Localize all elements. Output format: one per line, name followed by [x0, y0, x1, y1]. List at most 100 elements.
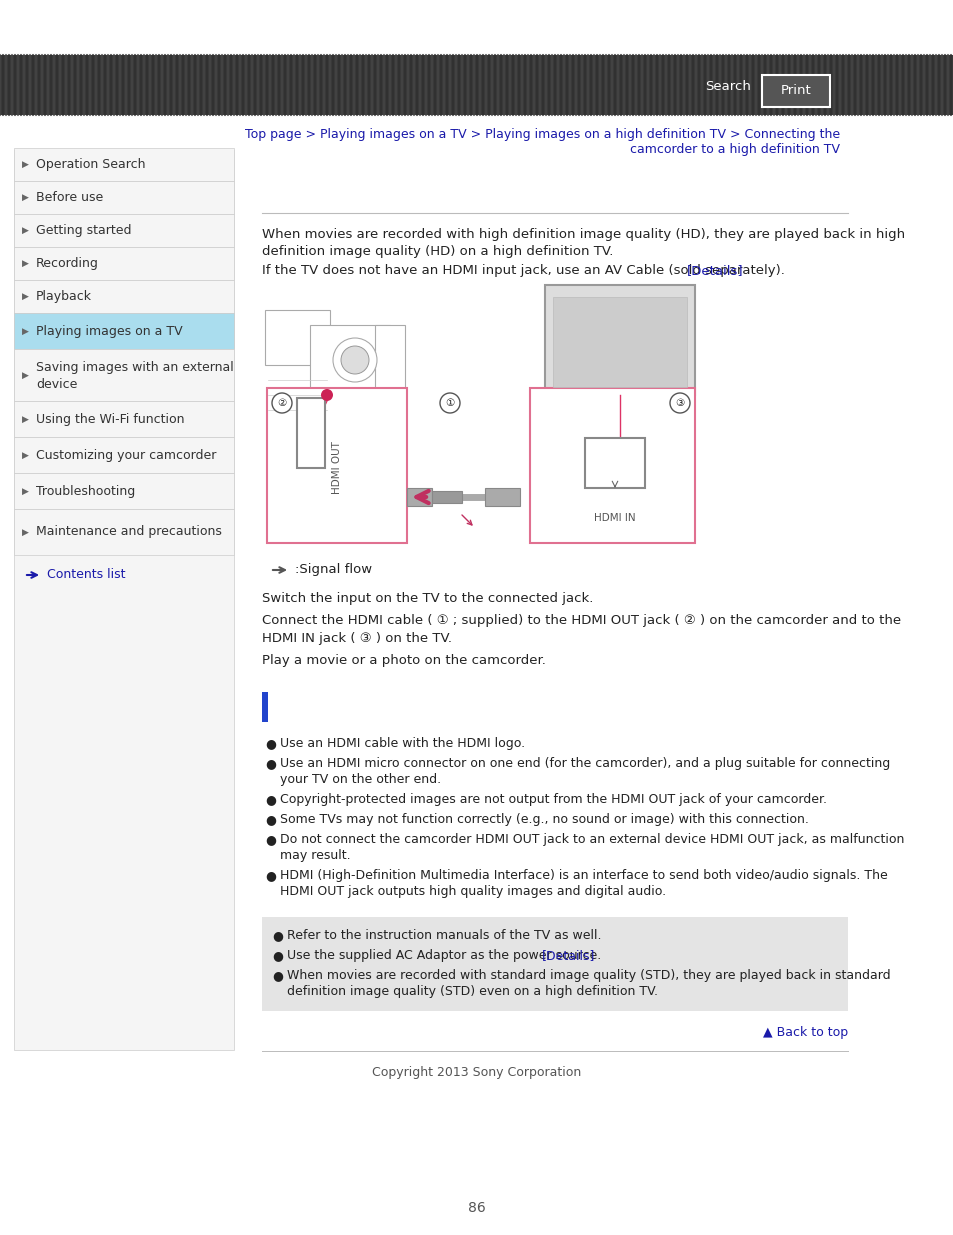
Bar [553, 296, 686, 387]
Text: may result.: may result. [280, 848, 351, 862]
Text: HDMI IN: HDMI IN [594, 513, 635, 522]
Text: Saving images with an external: Saving images with an external [36, 362, 233, 374]
Text: ▶: ▶ [22, 451, 29, 459]
Text: ▲ Back to top: ▲ Back to top [762, 1026, 847, 1039]
Bar [375, 325, 405, 395]
Text: Getting started: Getting started [36, 224, 132, 237]
Bar [14, 247, 233, 280]
Bar [0, 56, 953, 115]
Bar [761, 75, 829, 107]
Bar [432, 492, 461, 503]
Text: [Details]: [Details] [541, 948, 595, 962]
Text: HDMI OUT jack outputs high quality images and digital audio.: HDMI OUT jack outputs high quality image… [280, 885, 665, 898]
Bar [584, 438, 644, 488]
Text: ▶: ▶ [22, 291, 29, 301]
Circle shape [320, 389, 333, 401]
Bar [14, 148, 233, 182]
Text: HDMI OUT: HDMI OUT [332, 442, 341, 494]
Text: Do not connect the camcorder HDMI OUT jack to an external device HDMI OUT jack, : Do not connect the camcorder HDMI OUT ja… [280, 832, 903, 846]
Text: ▶: ▶ [22, 527, 29, 536]
Text: ▶: ▶ [22, 161, 29, 169]
Text: Before use: Before use [36, 191, 103, 204]
Text: ●: ● [265, 813, 275, 826]
Bar [14, 509, 233, 555]
Text: Play a movie or a photo on the camcorder.: Play a movie or a photo on the camcorder… [262, 655, 545, 667]
Text: device: device [36, 378, 77, 391]
Text: Top page > Playing images on a TV > Playing images on a high definition TV > Con: Top page > Playing images on a TV > Play… [245, 128, 840, 141]
Text: your TV on the other end.: your TV on the other end. [280, 773, 440, 785]
Text: ●: ● [272, 929, 283, 942]
Bar [14, 182, 233, 214]
Bar [14, 214, 233, 247]
Text: ▶: ▶ [22, 487, 29, 495]
Bar [262, 692, 268, 722]
Bar [14, 437, 233, 473]
Text: HDMI (High-Definition Multimedia Interface) is an interface to send both video/a: HDMI (High-Definition Multimedia Interfa… [280, 869, 887, 882]
Text: ●: ● [265, 832, 275, 846]
Text: Switch the input on the TV to the connected jack.: Switch the input on the TV to the connec… [262, 592, 593, 605]
Text: Use the supplied AC Adaptor as the power source.: Use the supplied AC Adaptor as the power… [287, 948, 604, 962]
Text: HDMI IN jack ( ③ ) on the TV.: HDMI IN jack ( ③ ) on the TV. [262, 632, 452, 645]
Text: Copyright 2013 Sony Corporation: Copyright 2013 Sony Corporation [372, 1066, 581, 1079]
Text: ②: ② [277, 398, 286, 408]
Text: ▶: ▶ [22, 370, 29, 379]
Text: definition image quality (HD) on a high definition TV.: definition image quality (HD) on a high … [262, 245, 613, 258]
Circle shape [340, 346, 369, 374]
Text: Connect the HDMI cable ( ① ; supplied) to the HDMI OUT jack ( ② ) on the camcord: Connect the HDMI cable ( ① ; supplied) t… [262, 614, 901, 627]
Text: 86: 86 [468, 1200, 485, 1215]
Text: ●: ● [272, 969, 283, 982]
Text: [Details]: [Details] [686, 264, 743, 277]
Text: If the TV does not have an HDMI input jack, use an AV Cable (sold separately).: If the TV does not have an HDMI input ja… [262, 264, 788, 277]
Circle shape [439, 393, 459, 412]
Circle shape [272, 393, 292, 412]
Text: Customizing your camcorder: Customizing your camcorder [36, 448, 216, 462]
Text: Search: Search [704, 80, 750, 94]
Text: ●: ● [272, 948, 283, 962]
Bar [14, 401, 233, 437]
Text: Some TVs may not function correctly (e.g., no sound or image) with this connecti: Some TVs may not function correctly (e.g… [280, 813, 808, 826]
Text: :Signal flow: :Signal flow [294, 563, 372, 577]
Text: ●: ● [265, 793, 275, 806]
Circle shape [669, 393, 689, 412]
Text: Contents list: Contents list [47, 568, 126, 582]
Text: Playing images on a TV: Playing images on a TV [36, 325, 182, 337]
Bar [262, 918, 847, 1011]
Bar [296, 398, 325, 468]
Text: ▶: ▶ [22, 326, 29, 336]
Bar [14, 473, 233, 509]
Text: Use an HDMI micro connector on one end (for the camcorder), and a plug suitable : Use an HDMI micro connector on one end (… [280, 757, 889, 769]
Text: Maintenance and precautions: Maintenance and precautions [36, 526, 222, 538]
Bar [544, 285, 695, 395]
Text: Copyright-protected images are not output from the HDMI OUT jack of your camcord: Copyright-protected images are not outpu… [280, 793, 826, 806]
Text: Recording: Recording [36, 257, 99, 270]
Text: ●: ● [265, 869, 275, 882]
Text: When movies are recorded with standard image quality (STD), they are played back: When movies are recorded with standard i… [287, 969, 890, 982]
Bar [530, 388, 695, 543]
Bar [484, 488, 519, 506]
Bar [14, 312, 233, 350]
Text: ●: ● [265, 757, 275, 769]
Text: Operation Search: Operation Search [36, 158, 146, 170]
Bar [14, 280, 233, 312]
Text: ▶: ▶ [22, 415, 29, 424]
Text: ▶: ▶ [22, 259, 29, 268]
Text: Print: Print [780, 84, 810, 98]
Text: camcorder to a high definition TV: camcorder to a high definition TV [629, 143, 840, 156]
Text: ▶: ▶ [22, 193, 29, 203]
Bar [265, 310, 330, 366]
Bar [14, 350, 233, 401]
Text: When movies are recorded with high definition image quality (HD), they are playe: When movies are recorded with high defin… [262, 228, 904, 241]
Bar [407, 488, 432, 506]
Text: Use an HDMI cable with the HDMI logo.: Use an HDMI cable with the HDMI logo. [280, 737, 524, 750]
Text: ①: ① [445, 398, 455, 408]
Bar [267, 388, 407, 543]
Text: Playback: Playback [36, 290, 91, 303]
Text: ③: ③ [675, 398, 684, 408]
Text: ▶: ▶ [22, 226, 29, 235]
Bar [310, 325, 390, 390]
Text: Using the Wi-Fi function: Using the Wi-Fi function [36, 412, 184, 426]
Text: Troubleshooting: Troubleshooting [36, 484, 135, 498]
Text: definition image quality (STD) even on a high definition TV.: definition image quality (STD) even on a… [287, 986, 658, 998]
Circle shape [333, 338, 376, 382]
Text: ●: ● [265, 737, 275, 750]
